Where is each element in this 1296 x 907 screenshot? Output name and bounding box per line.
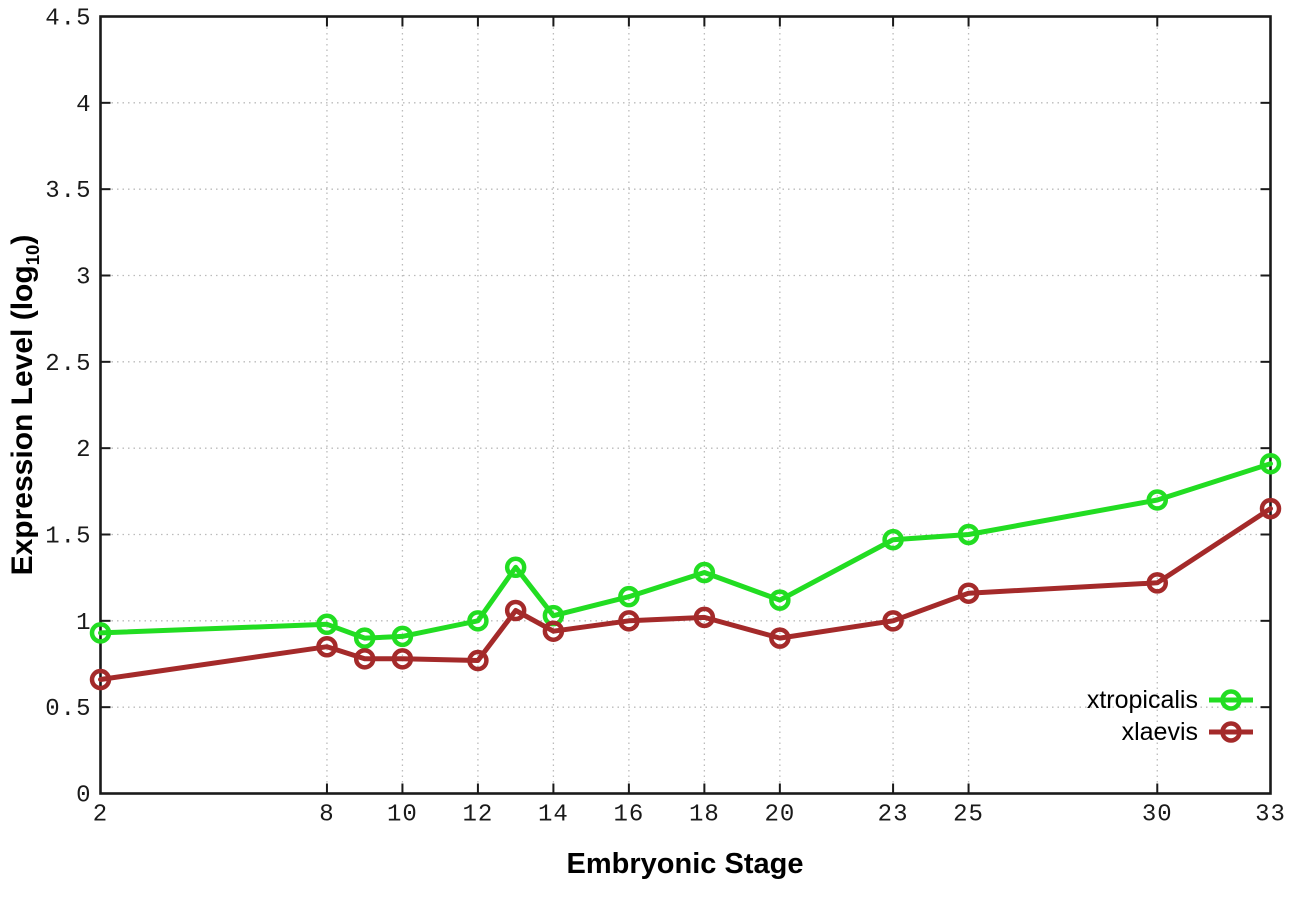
legend-label-xlaevis: xlaevis <box>1121 717 1198 746</box>
svg-text:0: 0 <box>76 783 91 810</box>
svg-text:20: 20 <box>764 802 795 829</box>
x-axis-title: Embryonic Stage <box>566 848 804 880</box>
svg-text:3: 3 <box>76 265 91 292</box>
svg-text:2: 2 <box>76 437 91 464</box>
svg-text:16: 16 <box>613 802 644 829</box>
y-axis-title-subscript: 10 <box>22 244 43 266</box>
svg-text:1.5: 1.5 <box>45 524 91 551</box>
y-axis-title-text: Expression Level (log <box>6 265 39 576</box>
legend-item-xlaevis: xlaevis <box>1087 716 1254 748</box>
svg-text:2.5: 2.5 <box>45 351 91 378</box>
legend: xtropicalis xlaevis <box>1087 684 1254 748</box>
y-axis-title: Expression Level (log10) <box>6 195 50 615</box>
svg-text:12: 12 <box>463 802 494 829</box>
svg-text:23: 23 <box>878 802 909 829</box>
svg-text:1: 1 <box>76 610 91 637</box>
legend-item-xtropicalis: xtropicalis <box>1087 684 1254 716</box>
svg-text:3.5: 3.5 <box>45 178 91 205</box>
svg-text:30: 30 <box>1142 802 1173 829</box>
svg-text:14: 14 <box>538 802 569 829</box>
legend-sample-line-icon <box>1209 689 1253 711</box>
svg-text:4.5: 4.5 <box>45 6 91 33</box>
legend-label-xtropicalis: xtropicalis <box>1086 685 1198 714</box>
svg-text:25: 25 <box>953 802 984 829</box>
svg-text:4: 4 <box>76 92 91 119</box>
legend-sample-line-icon <box>1209 721 1253 743</box>
svg-text:8: 8 <box>319 802 334 829</box>
svg-text:0.5: 0.5 <box>45 696 91 723</box>
y-axis-title-suffix: ) <box>6 234 39 245</box>
svg-text:33: 33 <box>1255 802 1286 829</box>
svg-text:2: 2 <box>93 802 108 829</box>
svg-text:18: 18 <box>689 802 720 829</box>
svg-text:10: 10 <box>387 802 418 829</box>
